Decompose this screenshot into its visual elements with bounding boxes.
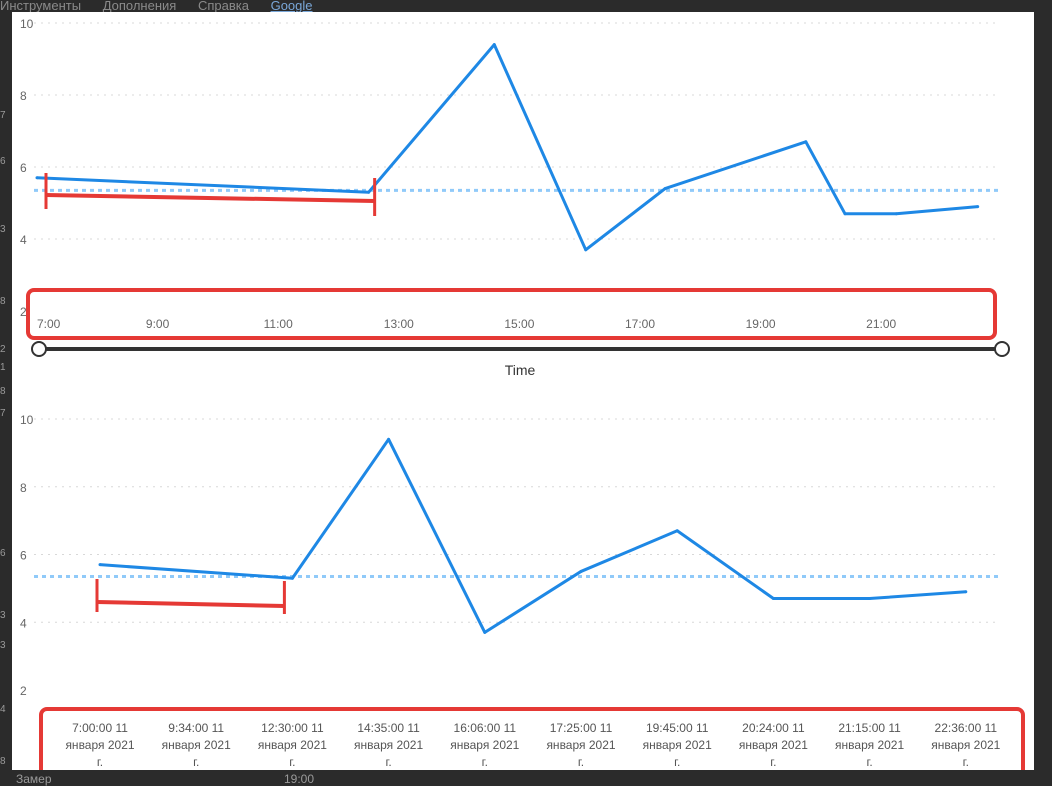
- data-point: [98, 563, 102, 567]
- x-tick-label: г.: [770, 755, 776, 769]
- background-fragment: 1: [0, 362, 6, 373]
- data-point: [290, 576, 294, 580]
- background-left-strip: 7 6 3 8 2 1 8 7 6 3 3 4 8: [0, 0, 12, 786]
- x-tick-label: г.: [482, 755, 488, 769]
- x-tick-label: января 2021: [354, 738, 423, 752]
- data-point: [387, 437, 391, 441]
- range-slider-end-handle[interactable]: [994, 341, 1010, 357]
- x-tick-label: 20:24:00 11: [742, 721, 805, 735]
- background-label: Замер: [16, 772, 52, 786]
- range-slider-start-handle[interactable]: [31, 341, 47, 357]
- menu-item-help[interactable]: Справка: [197, 0, 249, 13]
- background-fragment: 6: [0, 548, 6, 559]
- x-axis-highlight: [26, 288, 997, 340]
- x-tick-label: 7:00: [37, 317, 61, 331]
- background-fragment: 2: [0, 344, 6, 355]
- x-tick-label: 19:00: [746, 317, 776, 331]
- data-point: [492, 43, 496, 47]
- data-point: [579, 569, 583, 573]
- x-tick-label: 17:00: [625, 317, 655, 331]
- y-tick-label: 10: [20, 17, 34, 31]
- x-tick-label: января 2021: [65, 738, 134, 752]
- x-tick-label: 21:15:00 11: [838, 721, 901, 735]
- y-tick-label: 2: [20, 684, 27, 698]
- y-tick-label: 2: [20, 305, 27, 319]
- background-fragment: 3: [0, 224, 6, 235]
- background-fragment: 3: [0, 640, 6, 651]
- x-tick-label: г.: [97, 755, 103, 769]
- data-point: [584, 248, 588, 252]
- x-tick-label: 17:25:00 11: [550, 721, 613, 735]
- x-tick-label: января 2021: [162, 738, 231, 752]
- x-tick-label: 12:30:00 11: [261, 721, 324, 735]
- y-tick-label: 6: [20, 161, 27, 175]
- x-tick-label: января 2021: [258, 738, 327, 752]
- x-tick-label: г.: [193, 755, 199, 769]
- background-time: 19:00: [284, 772, 315, 786]
- data-point: [367, 190, 371, 194]
- x-tick-label: 7:00:00 11: [72, 721, 128, 735]
- x-tick-label: 9:00: [146, 317, 170, 331]
- data-point: [976, 205, 980, 209]
- x-axis-title: Time: [505, 362, 536, 378]
- background-fragment: 4: [0, 704, 6, 715]
- x-tick-label: 13:00: [384, 317, 414, 331]
- x-tick-label: 19:45:00 11: [646, 721, 709, 735]
- data-point: [675, 529, 679, 533]
- background-fragment: 8: [0, 386, 6, 397]
- x-tick-label: 11:00: [264, 317, 293, 331]
- data-point: [804, 140, 808, 144]
- x-tick-label: г.: [674, 755, 680, 769]
- menu-item-addons[interactable]: Дополнения: [102, 0, 177, 13]
- x-tick-label: января 2021: [546, 738, 615, 752]
- data-point: [663, 187, 667, 191]
- x-tick-label: г.: [289, 755, 295, 769]
- y-tick-label: 8: [20, 89, 27, 103]
- x-tick-label: января 2021: [739, 738, 808, 752]
- background-fragment: 8: [0, 296, 6, 307]
- menu-link-google[interactable]: Google: [270, 0, 313, 13]
- series-line: [36, 43, 978, 252]
- x-tick-label: января 2021: [450, 738, 519, 752]
- x-tick-label: 22:36:00 11: [935, 721, 998, 735]
- data-point: [35, 176, 39, 180]
- annotation-bracket: [96, 600, 285, 608]
- x-tick-label: 21:00: [866, 317, 896, 331]
- chart-panel: 2 4 6 8 10 7:00 9:00 11:00 13:00 15:00 17:00 19:00 2…: [12, 12, 1034, 770]
- menu-item-tools[interactable]: Инструменты: [0, 0, 82, 13]
- y-tick-label: 6: [20, 549, 27, 563]
- annotation-bracket: [45, 193, 375, 203]
- x-tick-label: 15:00: [504, 317, 534, 331]
- data-point: [964, 590, 968, 594]
- y-tick-label: 4: [20, 233, 27, 247]
- chart-top: 2 4 6 8 10 7:00 9:00 11:00 13:00 15:00 17:00 19:00 2…: [20, 17, 1010, 378]
- x-tick-label: г.: [385, 755, 391, 769]
- y-tick-label: 4: [20, 616, 27, 630]
- x-tick-label: 14:35:00 11: [357, 721, 420, 735]
- data-point: [843, 212, 847, 216]
- chart-bottom: 2 4 6 8 10 7:00:00 11 января 2021 г. 9:34:00 11 я…: [20, 413, 1025, 770]
- x-tick-label: г.: [866, 755, 872, 769]
- y-tick-label: 10: [20, 413, 34, 427]
- x-tick-label: г.: [963, 755, 969, 769]
- background-fragment: 6: [0, 156, 6, 167]
- data-point: [894, 212, 898, 216]
- background-fragment: 7: [0, 110, 6, 121]
- x-tick-label: 16:06:00 11: [454, 721, 517, 735]
- x-tick-label: января 2021: [931, 738, 1000, 752]
- x-tick-label: 9:34:00 11: [168, 721, 224, 735]
- data-point: [868, 597, 872, 601]
- background-menu-bar: Инструменты Дополнения Справка Google: [0, 0, 1052, 14]
- x-tick-label: г.: [578, 755, 584, 769]
- background-fragment: 7: [0, 408, 6, 419]
- y-tick-label: 8: [20, 481, 27, 495]
- background-fragment: 3: [0, 610, 6, 621]
- x-tick-label: января 2021: [835, 738, 904, 752]
- data-point: [771, 597, 775, 601]
- x-axis-highlight: [39, 707, 1025, 770]
- background-bottom-strip: Замер 19:00: [12, 766, 1040, 786]
- background-fragment: 8: [0, 756, 6, 767]
- x-tick-label: января 2021: [643, 738, 712, 752]
- data-point: [483, 630, 487, 634]
